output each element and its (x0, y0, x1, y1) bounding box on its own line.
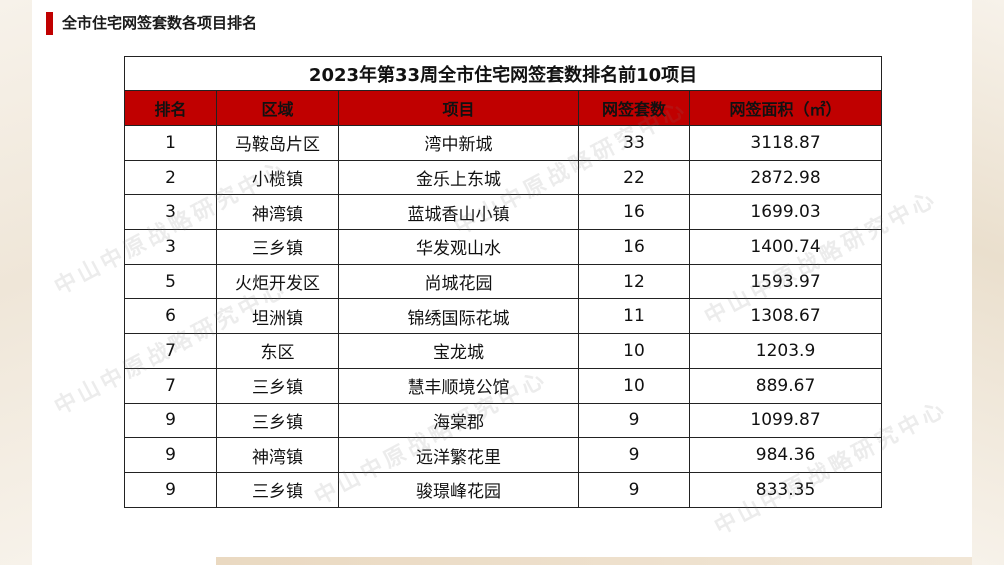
header-units: 网签套数 (578, 90, 690, 126)
cell-rank: 3 (124, 194, 217, 231)
table-row: 9 神湾镇 远洋繁花里 9 984.36 (124, 437, 883, 473)
table-row: 9 三乡镇 海棠郡 9 1099.87 (124, 402, 883, 439)
cell-units: 11 (578, 298, 690, 335)
table-row: 7 三乡镇 慧丰顺境公馆 10 889.67 (124, 367, 883, 404)
cell-area: 3118.87 (688, 125, 883, 161)
cell-units: 22 (578, 159, 690, 196)
table-row: 5 火炬开发区 尚城花园 12 1593.97 (124, 263, 883, 300)
table-row: 1 马鞍岛片区 湾中新城 33 3118.87 (124, 125, 883, 161)
cell-area: 1203.9 (688, 333, 883, 369)
cell-rank: 2 (124, 159, 217, 196)
table-row: 9 三乡镇 骏璟峰花园 9 833.35 (124, 471, 883, 508)
cell-area: 2872.98 (688, 159, 883, 196)
cell-rank: 7 (124, 367, 217, 404)
cell-units: 10 (578, 367, 690, 404)
cell-district: 三乡镇 (216, 471, 339, 508)
cell-area: 1099.87 (688, 402, 883, 439)
cell-area: 1593.97 (688, 263, 883, 300)
cell-project: 宝龙城 (338, 333, 579, 369)
cell-area: 833.35 (688, 471, 883, 508)
cell-project: 锦绣国际花城 (338, 298, 579, 335)
cell-district: 坦洲镇 (216, 298, 339, 335)
cell-project: 湾中新城 (338, 125, 579, 161)
cell-district: 东区 (216, 333, 339, 369)
header-project: 项目 (338, 90, 579, 126)
cell-project: 海棠郡 (338, 402, 579, 439)
bottom-decor (216, 557, 972, 565)
ranking-table: 2023年第33周全市住宅网签套数排名前10项目 排名 区域 项目 网签套数 网… (123, 56, 883, 508)
cell-rank: 9 (124, 402, 217, 439)
cell-district: 神湾镇 (216, 194, 339, 231)
cell-project: 骏璟峰花园 (338, 471, 579, 508)
cell-units: 16 (578, 194, 690, 231)
cell-project: 慧丰顺境公馆 (338, 367, 579, 404)
cell-rank: 9 (124, 437, 217, 473)
cell-district: 三乡镇 (216, 229, 339, 265)
table-row: 7 东区 宝龙城 10 1203.9 (124, 333, 883, 369)
cell-rank: 6 (124, 298, 217, 335)
cell-project: 远洋繁花里 (338, 437, 579, 473)
cell-rank: 7 (124, 333, 217, 369)
table-caption-row: 2023年第33周全市住宅网签套数排名前10项目 (123, 56, 883, 91)
section-title: 全市住宅网签套数各项目排名 (62, 14, 258, 32)
cell-area: 984.36 (688, 437, 883, 473)
cell-district: 马鞍岛片区 (216, 125, 339, 161)
cell-area: 1400.74 (688, 229, 883, 265)
right-decor (972, 0, 1004, 565)
header-area: 网签面积（㎡） (688, 90, 883, 126)
cell-units: 9 (578, 471, 690, 508)
cell-district: 三乡镇 (216, 402, 339, 439)
cell-rank: 1 (124, 125, 217, 161)
table-header-row: 排名 区域 项目 网签套数 网签面积（㎡） (124, 90, 883, 126)
left-decor (0, 0, 32, 565)
cell-district: 三乡镇 (216, 367, 339, 404)
cell-units: 12 (578, 263, 690, 300)
cell-district: 火炬开发区 (216, 263, 339, 300)
cell-area: 889.67 (688, 367, 883, 404)
header-rank: 排名 (124, 90, 217, 126)
section-accent-bar (46, 12, 53, 35)
table-caption: 2023年第33周全市住宅网签套数排名前10项目 (123, 56, 883, 91)
cell-rank: 9 (124, 471, 217, 508)
cell-area: 1699.03 (688, 194, 883, 231)
cell-project: 金乐上东城 (338, 159, 579, 196)
table-row: 3 神湾镇 蓝城香山小镇 16 1699.03 (124, 194, 883, 231)
cell-project: 尚城花园 (338, 263, 579, 300)
cell-district: 神湾镇 (216, 437, 339, 473)
cell-units: 10 (578, 333, 690, 369)
cell-units: 33 (578, 125, 690, 161)
header-district: 区域 (216, 90, 339, 126)
cell-project: 华发观山水 (338, 229, 579, 265)
cell-units: 9 (578, 437, 690, 473)
table-row: 3 三乡镇 华发观山水 16 1400.74 (124, 229, 883, 265)
cell-area: 1308.67 (688, 298, 883, 335)
table-row: 2 小榄镇 金乐上东城 22 2872.98 (124, 159, 883, 196)
table-row: 6 坦洲镇 锦绣国际花城 11 1308.67 (124, 298, 883, 335)
cell-rank: 3 (124, 229, 217, 265)
cell-units: 9 (578, 402, 690, 439)
cell-units: 16 (578, 229, 690, 265)
cell-project: 蓝城香山小镇 (338, 194, 579, 231)
cell-rank: 5 (124, 263, 217, 300)
cell-district: 小榄镇 (216, 159, 339, 196)
